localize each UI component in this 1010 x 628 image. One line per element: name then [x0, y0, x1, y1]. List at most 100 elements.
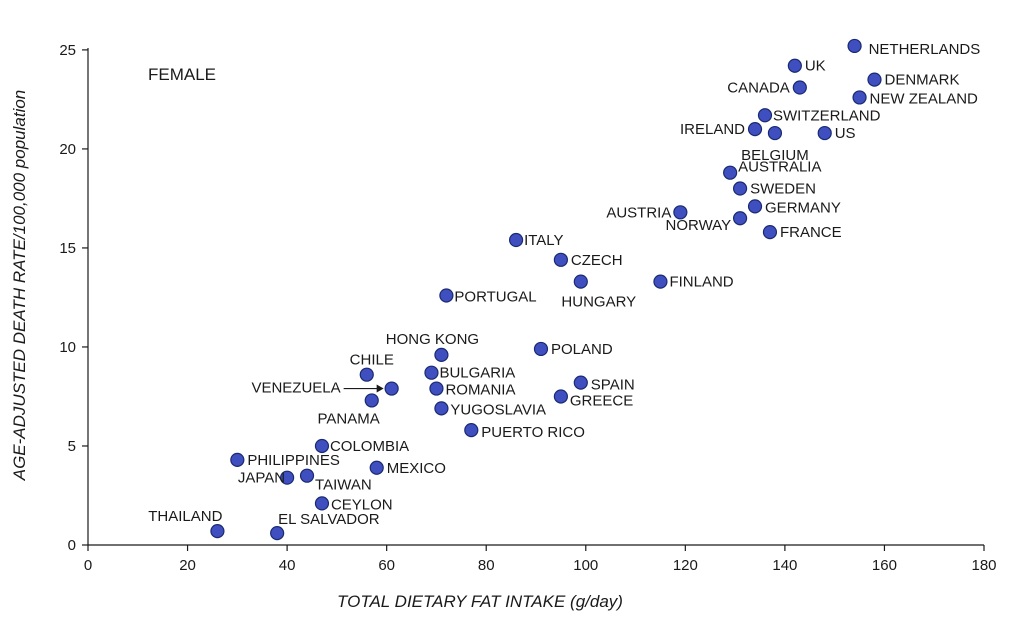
x-tick-label: 20 — [179, 557, 196, 574]
point-label-venezuela: VENEZUELA — [251, 380, 340, 397]
data-point-austria — [673, 205, 688, 220]
data-point-yugoslavia — [434, 401, 449, 416]
data-point-australia — [723, 165, 738, 180]
x-tick-label: 140 — [772, 557, 797, 574]
point-label-thailand: THAILAND — [148, 508, 222, 525]
point-label-switzerland: SWITZERLAND — [773, 107, 881, 124]
point-label-us: US — [835, 125, 856, 142]
point-label-philippines: PHILIPPINES — [247, 452, 340, 469]
x-tick-label: 40 — [279, 557, 296, 574]
point-label-germany: GERMANY — [765, 199, 841, 216]
y-tick-label: 5 — [68, 438, 76, 455]
point-label-belgium: BELGIUM — [741, 147, 809, 164]
point-label-australia: AUSTRALIA — [738, 159, 821, 176]
data-point-portugal — [439, 288, 454, 303]
y-axis-ticks: 0 5 10 15 20 25 — [59, 42, 88, 554]
point-label-portugal: PORTUGAL — [454, 288, 536, 305]
data-point-bulgaria — [424, 365, 439, 380]
point-label-panama: PANAMA — [317, 410, 379, 427]
data-point-france — [762, 224, 778, 240]
data-point-taiwan — [299, 468, 315, 483]
x-tick-label: 180 — [971, 557, 996, 574]
data-point-switzerland — [757, 108, 773, 123]
data-point-chile — [359, 367, 374, 382]
data-point-thailand — [210, 524, 225, 539]
data-point-ceylon — [314, 496, 330, 511]
y-tick-label: 20 — [59, 141, 76, 158]
data-point-ireland — [747, 122, 763, 137]
point-label-uk: UK — [805, 58, 826, 75]
data-point-norway — [732, 211, 748, 226]
data-point-mexico — [369, 460, 384, 475]
data-point-netherlands — [847, 38, 862, 54]
x-tick-label: 160 — [872, 557, 897, 574]
point-label-el-salvador: EL SALVADOR — [278, 511, 380, 528]
data-point-finland — [653, 274, 668, 289]
point-label-taiwan: TAIWAN — [315, 477, 372, 494]
y-tick-label: 10 — [59, 339, 76, 356]
point-label-norway: NORWAY — [666, 217, 732, 234]
venezuela-arrow-head — [376, 384, 384, 393]
x-tick-label: 60 — [378, 557, 395, 574]
point-label-romania: ROMANIA — [445, 382, 515, 399]
y-tick-label: 0 — [68, 537, 76, 554]
point-label-yugoslavia: YUGOSLAVIA — [450, 401, 546, 418]
point-label-hungary: HUNGARY — [561, 294, 636, 311]
x-tick-label: 100 — [573, 557, 598, 574]
data-point-us — [817, 125, 832, 141]
point-label-chile: CHILE — [350, 352, 394, 369]
point-label-bulgaria: BULGARIA — [439, 365, 515, 382]
axes — [87, 48, 984, 546]
data-point-spain — [573, 375, 588, 390]
data-point-czech — [553, 252, 568, 267]
data-point-romania — [429, 381, 444, 396]
data-point-panama — [364, 393, 379, 408]
point-label-netherlands: NETHERLANDS — [869, 41, 981, 58]
data-point-italy — [508, 232, 524, 248]
point-label-poland: POLAND — [551, 341, 613, 358]
data-point-canada — [792, 80, 807, 95]
x-tick-label: 120 — [673, 557, 698, 574]
data-point-germany — [747, 199, 763, 214]
data-point-philippines — [230, 452, 245, 467]
data-point-uk — [787, 58, 802, 73]
point-label-france: FRANCE — [780, 224, 842, 241]
data-point-el-salvador — [270, 526, 285, 541]
point-label-finland: FINLAND — [669, 274, 733, 291]
data-point-poland — [533, 341, 549, 357]
y-tick-label: 25 — [59, 42, 76, 59]
point-label-spain: SPAIN — [591, 377, 635, 394]
y-tick-label: 15 — [59, 240, 76, 257]
data-point-new-zealand — [852, 90, 867, 105]
x-tick-label: 0 — [84, 557, 92, 574]
data-point-greece — [553, 389, 568, 404]
point-label-colombia: COLOMBIA — [330, 438, 409, 455]
y-axis-title: AGE-ADJUSTED DEATH RATE/100,000 populati… — [10, 90, 29, 482]
point-label-mexico: MEXICO — [387, 460, 446, 477]
point-label-ceylon: CEYLON — [331, 496, 393, 513]
data-point-japan — [280, 470, 295, 485]
point-label-new-zealand: NEW ZEALAND — [870, 90, 979, 107]
point-label-ireland: IRELAND — [680, 121, 745, 138]
data-point-colombia — [314, 438, 330, 454]
x-tick-label: 80 — [478, 557, 495, 574]
data-point-hungary — [573, 274, 588, 289]
data-point-belgium — [767, 125, 783, 141]
panel-label: FEMALE — [148, 65, 216, 84]
point-label-austria: AUSTRIA — [606, 204, 671, 221]
x-axis-ticks: 0 20 40 60 80 100 120 140 160 180 — [84, 545, 997, 574]
data-point-puerto-rico — [464, 423, 479, 438]
point-label-japan: JAPAN — [238, 470, 285, 487]
data-point-sweden — [732, 181, 748, 196]
point-label-italy: ITALY — [524, 232, 563, 249]
data-point-venezuela — [384, 381, 399, 396]
data-point-hong-kong — [434, 347, 449, 362]
point-label-greece: GREECE — [570, 392, 633, 409]
point-label-denmark: DENMARK — [884, 72, 959, 89]
point-label-hong-kong: HONG KONG — [386, 331, 479, 348]
x-axis-title: TOTAL DIETARY FAT INTAKE (g/day) — [337, 592, 623, 611]
point-label-sweden: SWEDEN — [750, 181, 816, 198]
point-label-puerto-rico: PUERTO RICO — [481, 424, 585, 441]
